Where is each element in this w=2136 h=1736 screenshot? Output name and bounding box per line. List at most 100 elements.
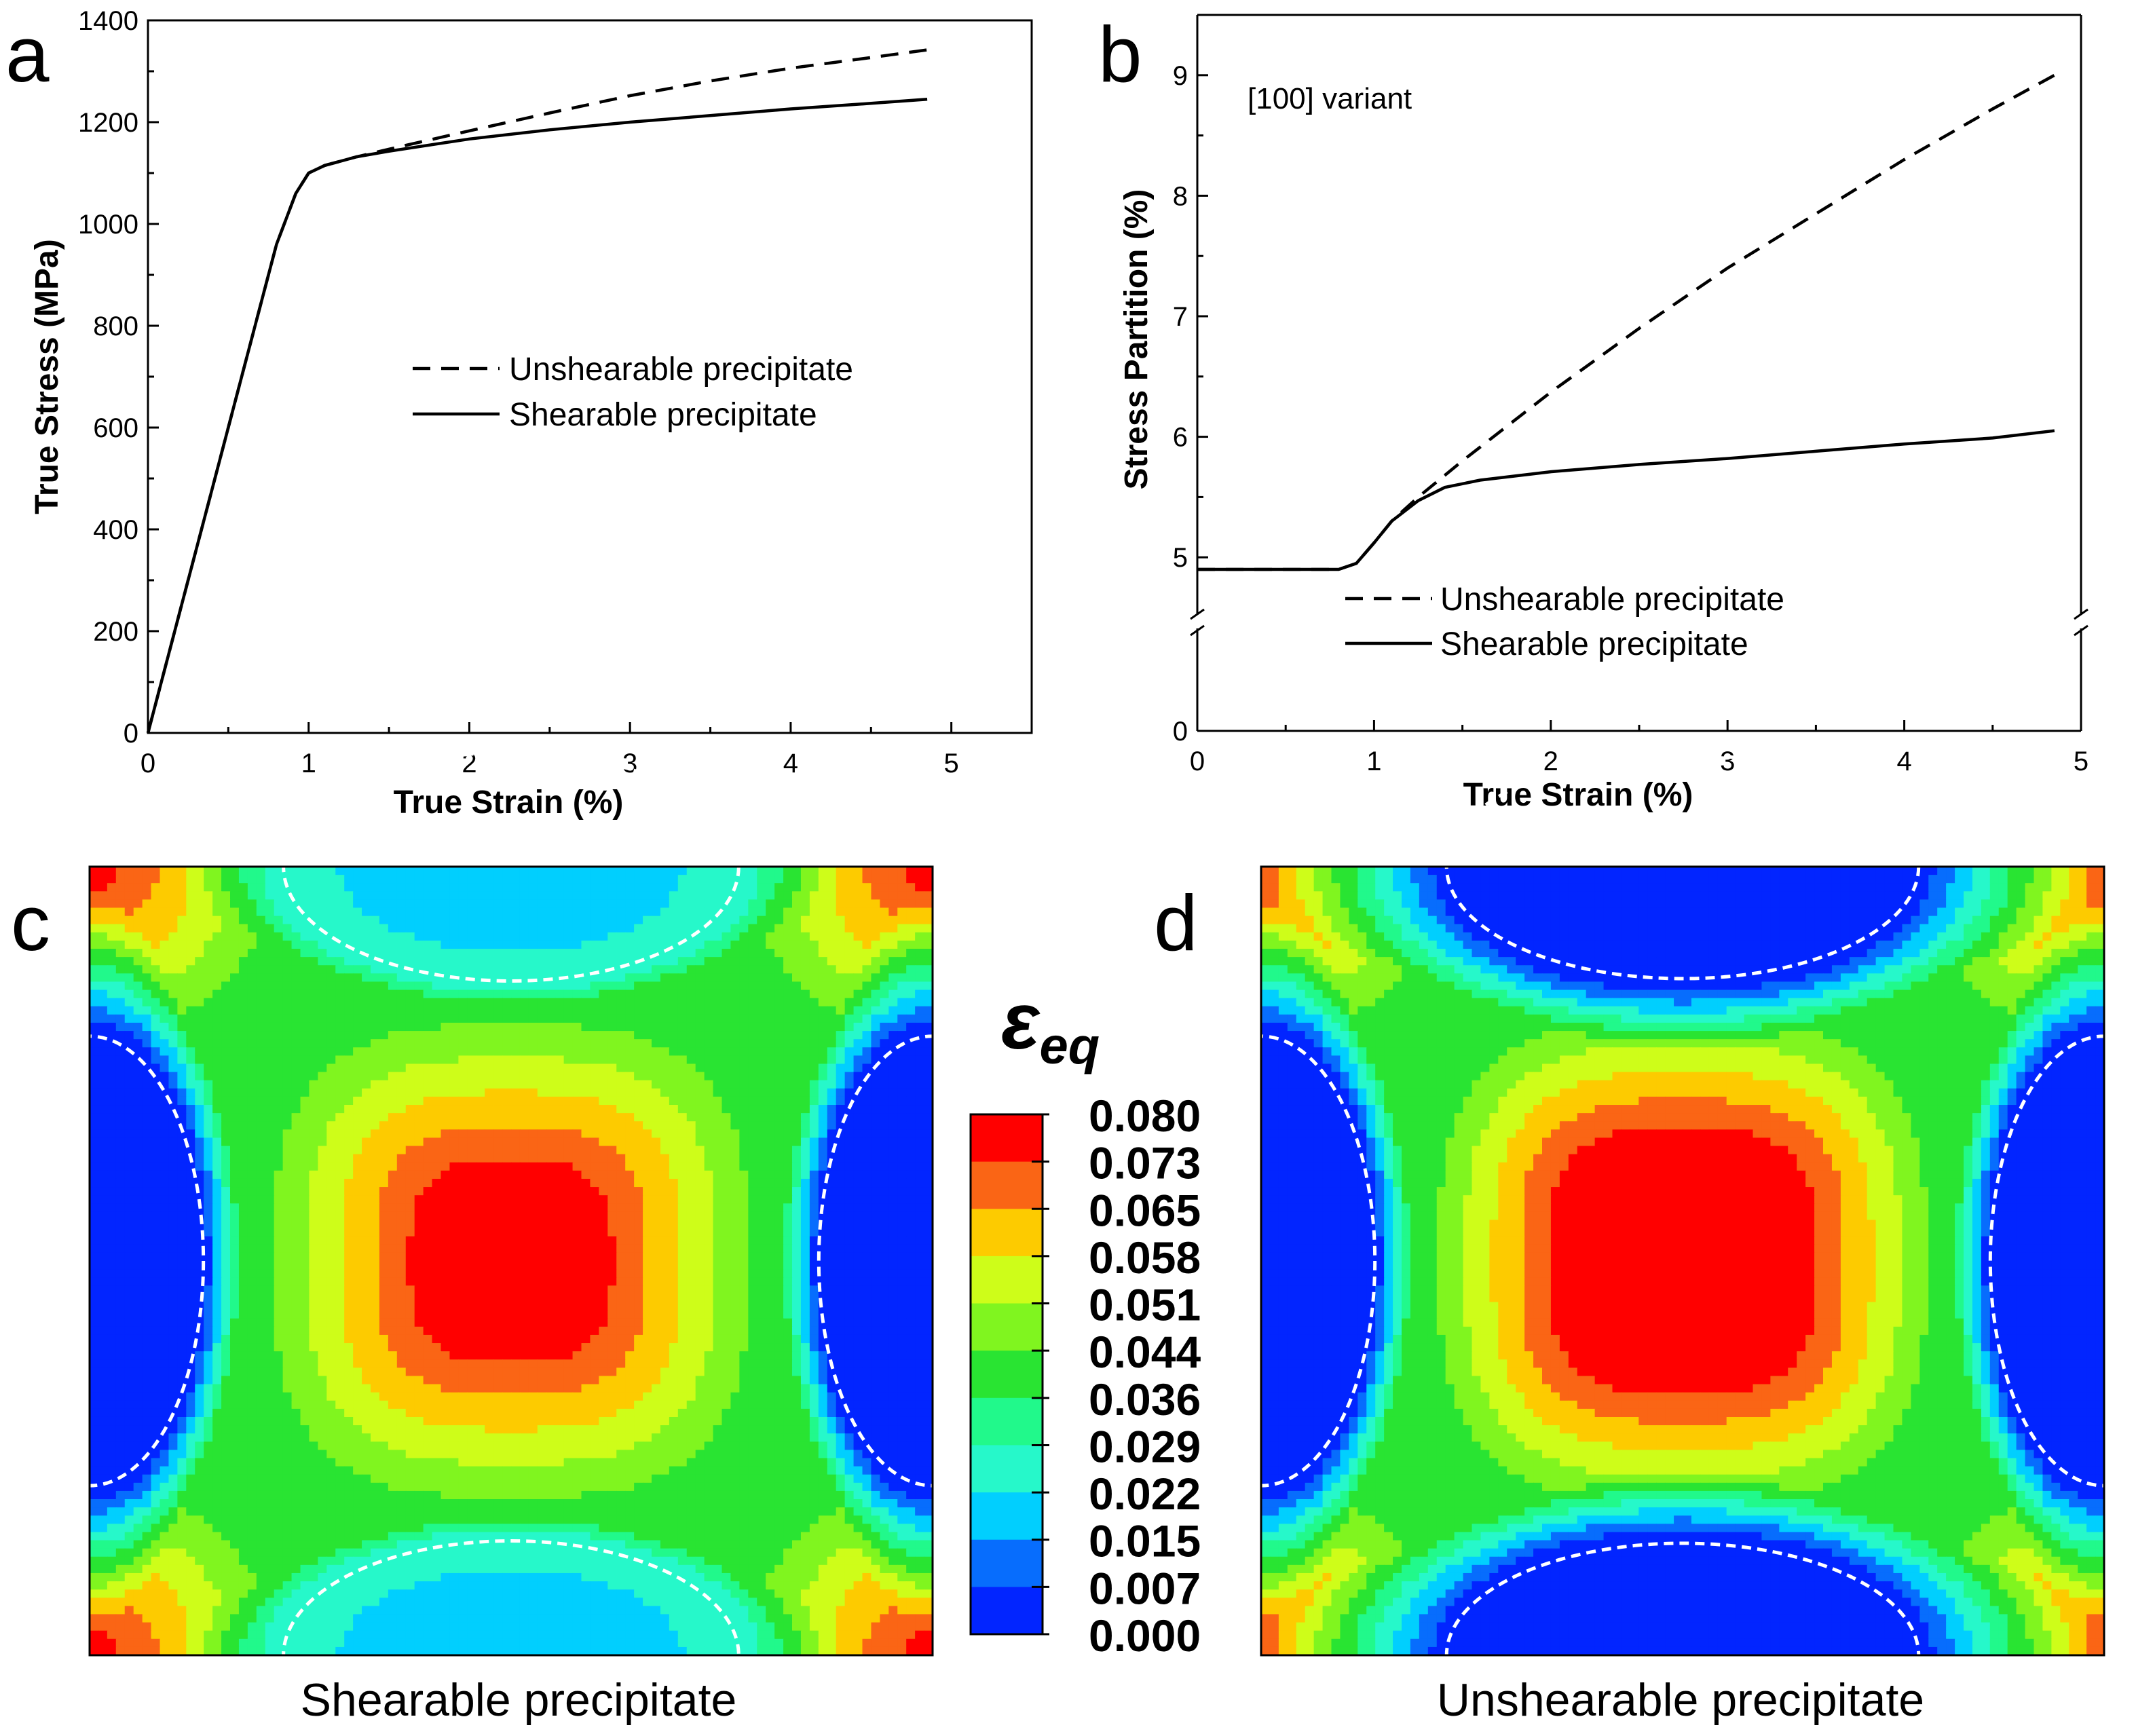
contour-cell bbox=[212, 1129, 222, 1139]
contour-cell bbox=[124, 1277, 134, 1286]
contour-cell bbox=[247, 1252, 257, 1262]
contour-cell bbox=[467, 1220, 476, 1229]
contour-cell bbox=[800, 1195, 810, 1204]
contour-cell bbox=[362, 1261, 371, 1270]
contour-cell bbox=[695, 1088, 705, 1097]
legend-label: Shearable precipitate bbox=[1440, 626, 1748, 662]
contour-cell bbox=[827, 899, 837, 909]
contour-cell bbox=[581, 1146, 591, 1155]
contour-cell bbox=[572, 1154, 582, 1163]
contour-cell bbox=[924, 1080, 933, 1089]
contour-cell bbox=[625, 1162, 635, 1171]
contour-cell bbox=[467, 965, 476, 974]
contour-cell bbox=[326, 1211, 336, 1221]
contour-cell bbox=[265, 1088, 275, 1097]
contour-cell bbox=[836, 1121, 846, 1130]
contour-cell bbox=[379, 1162, 389, 1171]
contour-cell bbox=[238, 957, 248, 966]
contour-cell bbox=[186, 1121, 195, 1130]
contour-cell bbox=[291, 1195, 301, 1204]
contour-cell bbox=[599, 891, 608, 901]
contour-cell bbox=[282, 973, 293, 983]
contour-cell bbox=[581, 965, 591, 974]
contour-cell bbox=[739, 1063, 749, 1073]
contour-cell bbox=[414, 867, 424, 875]
contour-cell bbox=[704, 1187, 714, 1196]
contour-cell bbox=[643, 1031, 652, 1040]
contour-cell bbox=[90, 891, 99, 901]
contour-cell bbox=[353, 1277, 362, 1286]
contour-cell bbox=[107, 1154, 117, 1163]
contour-cell bbox=[177, 1203, 187, 1212]
contour-cell bbox=[783, 1178, 793, 1188]
contour-cell bbox=[502, 1088, 512, 1097]
contour-cell bbox=[212, 949, 222, 958]
contour-cell bbox=[291, 940, 301, 949]
contour-cell bbox=[133, 965, 143, 974]
contour-cell bbox=[90, 867, 99, 875]
contour-cell bbox=[660, 1137, 670, 1147]
contour-cell bbox=[783, 1252, 793, 1262]
contour-cell bbox=[686, 1063, 696, 1073]
contour-cell bbox=[836, 899, 846, 909]
contour-cell bbox=[862, 989, 872, 999]
contour-cell bbox=[748, 1014, 757, 1023]
contour-cell bbox=[458, 1055, 468, 1065]
contour-cell bbox=[300, 1220, 310, 1229]
contour-cell bbox=[371, 1252, 380, 1262]
contour-cell bbox=[572, 1137, 582, 1147]
contour-cell bbox=[581, 1039, 591, 1048]
contour-cell bbox=[502, 1261, 512, 1270]
contour-cell bbox=[247, 867, 257, 875]
contour-cell bbox=[449, 1137, 459, 1147]
contour-cell bbox=[124, 1146, 134, 1155]
contour-cell bbox=[493, 1006, 503, 1015]
contour-cell bbox=[493, 899, 503, 909]
contour-cell bbox=[634, 1236, 643, 1245]
contour-cell bbox=[493, 1220, 503, 1229]
contour-cell bbox=[722, 1088, 732, 1097]
contour-cell bbox=[274, 940, 284, 949]
contour-cell bbox=[590, 973, 599, 983]
contour-cell bbox=[563, 1063, 574, 1073]
contour-cell bbox=[238, 875, 248, 884]
contour-cell bbox=[572, 949, 582, 958]
contour-cell bbox=[634, 1006, 643, 1015]
contour-cell bbox=[827, 1121, 837, 1130]
contour-cell bbox=[677, 1269, 688, 1278]
contour-cell bbox=[449, 1154, 459, 1163]
contour-cell bbox=[318, 1162, 327, 1171]
contour-cell bbox=[238, 1063, 248, 1073]
contour-cell bbox=[449, 1080, 459, 1089]
contour-cell bbox=[151, 916, 161, 925]
contour-cell bbox=[318, 1096, 327, 1106]
contour-cell bbox=[546, 932, 556, 941]
contour-cell bbox=[713, 1228, 723, 1237]
contour-cell bbox=[563, 1203, 574, 1212]
contour-cell bbox=[90, 883, 99, 892]
contour-cell bbox=[528, 1006, 538, 1015]
contour-cell bbox=[590, 1162, 599, 1171]
contour-cell bbox=[98, 1063, 108, 1073]
contour-cell bbox=[607, 1105, 617, 1114]
contour-cell bbox=[880, 1236, 889, 1245]
contour-cell bbox=[90, 907, 99, 917]
contour-cell bbox=[669, 899, 679, 909]
contour-cell bbox=[643, 1261, 652, 1270]
contour-cell bbox=[677, 1121, 688, 1130]
contour-cell bbox=[98, 916, 108, 925]
contour-cell bbox=[221, 1072, 231, 1081]
contour-cell bbox=[265, 1269, 275, 1278]
contour-cell bbox=[405, 1031, 415, 1040]
contour-cell bbox=[344, 924, 354, 933]
contour-cell bbox=[669, 1261, 679, 1270]
contour-cell bbox=[643, 1022, 652, 1032]
contour-cell bbox=[836, 1031, 846, 1040]
contour-cell bbox=[713, 1047, 723, 1056]
contour-cell bbox=[432, 1039, 442, 1048]
contour-cell bbox=[177, 1088, 187, 1097]
contour-cell bbox=[124, 1006, 134, 1015]
contour-cell bbox=[537, 1113, 547, 1122]
contour-cell bbox=[212, 1063, 222, 1073]
contour-cell bbox=[757, 932, 766, 941]
